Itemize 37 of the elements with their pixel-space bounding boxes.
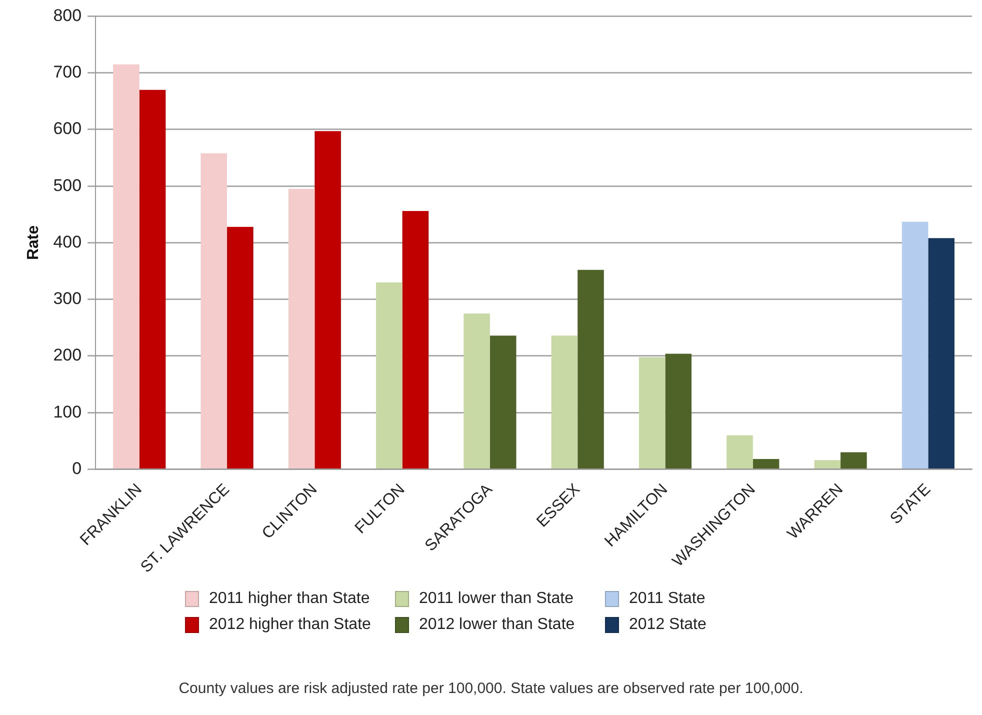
bar	[402, 211, 429, 468]
y-tick-label: 700	[53, 62, 82, 82]
y-tick-label: 400	[53, 232, 82, 252]
bar	[113, 64, 140, 468]
y-tick-label: 800	[53, 6, 82, 25]
y-tick-label: 500	[53, 176, 82, 195]
bar	[551, 336, 578, 468]
bar	[726, 435, 753, 468]
bar	[314, 131, 341, 468]
bar	[902, 222, 928, 468]
bar	[665, 354, 692, 468]
bar	[928, 238, 954, 468]
legend-label: 2011 State	[629, 590, 706, 608]
y-tick-label: 200	[53, 346, 82, 365]
text: County values are risk adjusted rate per 100,000. State values are observed rate per 100,000.	[178, 680, 804, 697]
bar	[638, 357, 666, 468]
bar	[200, 153, 228, 468]
bar	[464, 314, 490, 468]
bar	[288, 188, 315, 468]
bar	[139, 90, 166, 468]
bar	[490, 336, 516, 468]
legend-label: 2012 State	[629, 616, 706, 634]
legend-label: 2012 higher than State	[209, 616, 371, 634]
bar	[376, 282, 402, 468]
legend-label: 2011 lower than State	[419, 590, 574, 608]
legend-label: 2012 lower than State	[419, 616, 575, 634]
y-axis-title: Rate	[25, 225, 42, 260]
bar	[227, 226, 254, 468]
y-tick-label: 100	[53, 402, 82, 422]
bar	[752, 459, 780, 468]
y-tick-label: 600	[53, 119, 82, 138]
bar	[814, 460, 841, 468]
bar	[578, 270, 604, 468]
y-tick-label: 300	[53, 289, 82, 308]
bar	[840, 452, 867, 468]
y-tick-label: 0	[72, 458, 82, 478]
legend-label: 2011 higher than State	[209, 590, 370, 608]
